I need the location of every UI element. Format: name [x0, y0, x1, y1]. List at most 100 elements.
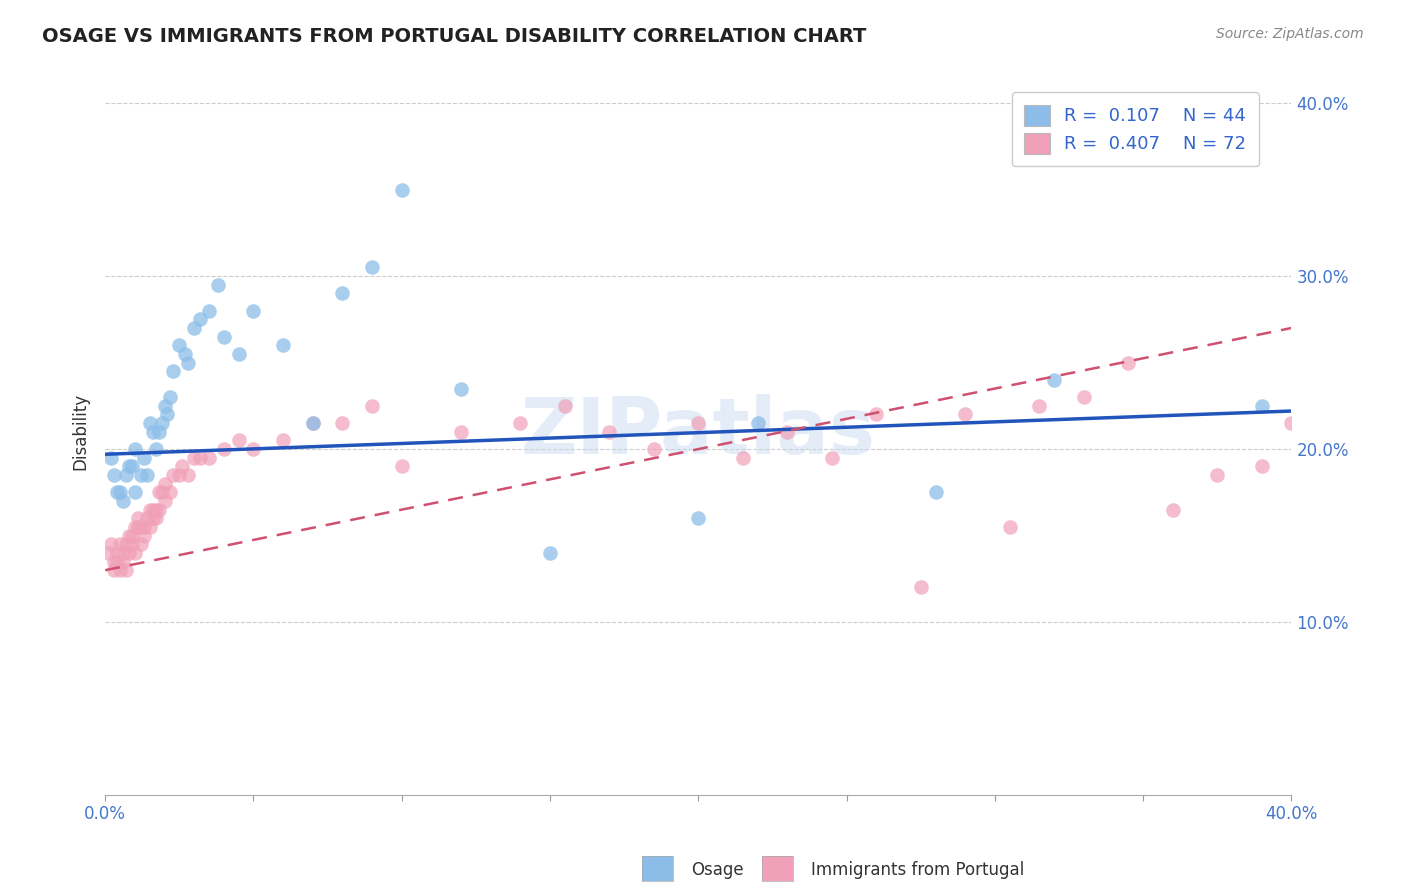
Point	[138, 520, 160, 534]
Point	[132, 528, 155, 542]
Point	[1043, 373, 1066, 387]
Point	[111, 555, 134, 569]
Point	[153, 399, 176, 413]
Point	[142, 502, 165, 516]
Point	[135, 511, 157, 525]
Point	[598, 425, 620, 439]
Point	[554, 399, 576, 413]
Point	[156, 408, 179, 422]
Point	[332, 416, 354, 430]
Point	[103, 555, 125, 569]
Point	[103, 563, 125, 577]
Point	[127, 511, 149, 525]
Point	[124, 520, 146, 534]
Point	[115, 563, 138, 577]
Point	[212, 442, 235, 456]
Point	[118, 528, 141, 542]
Point	[105, 546, 128, 560]
Point	[142, 425, 165, 439]
Point	[212, 329, 235, 343]
Point	[183, 450, 205, 465]
Point	[111, 494, 134, 508]
Point	[747, 416, 769, 430]
Point	[450, 382, 472, 396]
Point	[1206, 468, 1229, 483]
Point	[924, 485, 946, 500]
Point	[538, 546, 561, 560]
Legend: R =  0.107    N = 44, R =  0.407    N = 72: R = 0.107 N = 44, R = 0.407 N = 72	[1012, 92, 1258, 166]
Point	[1250, 399, 1272, 413]
Point	[169, 468, 191, 483]
Point	[177, 468, 200, 483]
Point	[145, 502, 167, 516]
Point	[174, 347, 197, 361]
Point	[115, 468, 138, 483]
Point	[127, 520, 149, 534]
Point	[159, 390, 181, 404]
Point	[121, 537, 143, 551]
Point	[135, 468, 157, 483]
Point	[145, 511, 167, 525]
Text: OSAGE VS IMMIGRANTS FROM PORTUGAL DISABILITY CORRELATION CHART: OSAGE VS IMMIGRANTS FROM PORTUGAL DISABI…	[42, 27, 866, 45]
Point	[124, 485, 146, 500]
Point	[148, 425, 170, 439]
Point	[821, 450, 844, 465]
Point	[100, 450, 122, 465]
Point	[105, 485, 128, 500]
Point	[111, 546, 134, 560]
Point	[301, 416, 323, 430]
Point	[169, 338, 191, 352]
Point	[108, 537, 131, 551]
Point	[198, 303, 221, 318]
Point	[138, 502, 160, 516]
Point	[145, 442, 167, 456]
Point	[1250, 459, 1272, 474]
Point	[207, 277, 229, 292]
Point	[124, 546, 146, 560]
Point	[129, 520, 152, 534]
Point	[1073, 390, 1095, 404]
Point	[391, 183, 413, 197]
Point	[129, 468, 152, 483]
Text: Source: ZipAtlas.com: Source: ZipAtlas.com	[1216, 27, 1364, 41]
Point	[153, 494, 176, 508]
Point	[998, 520, 1021, 534]
Point	[731, 450, 754, 465]
Point	[124, 442, 146, 456]
Point	[183, 321, 205, 335]
Point	[121, 528, 143, 542]
Point	[776, 425, 799, 439]
Point	[118, 546, 141, 560]
Point	[198, 450, 221, 465]
Point	[132, 450, 155, 465]
Point	[103, 468, 125, 483]
Text: ZIPatlas: ZIPatlas	[520, 393, 876, 470]
Point	[132, 520, 155, 534]
Y-axis label: Disability: Disability	[72, 393, 89, 470]
Point	[910, 581, 932, 595]
Point	[108, 485, 131, 500]
Point	[188, 450, 211, 465]
Point	[865, 408, 887, 422]
Point	[301, 416, 323, 430]
Text: Immigrants from Portugal: Immigrants from Portugal	[811, 861, 1024, 879]
Point	[148, 502, 170, 516]
Point	[391, 459, 413, 474]
Text: Osage: Osage	[692, 861, 744, 879]
Point	[150, 416, 173, 430]
Point	[688, 416, 710, 430]
Point	[242, 442, 264, 456]
Point	[138, 416, 160, 430]
Point	[1028, 399, 1050, 413]
Point	[150, 485, 173, 500]
Point	[129, 537, 152, 551]
Point	[271, 338, 294, 352]
Point	[242, 303, 264, 318]
Point	[361, 260, 384, 275]
Point	[162, 468, 184, 483]
Point	[643, 442, 665, 456]
Point	[100, 537, 122, 551]
Point	[450, 425, 472, 439]
Point	[162, 364, 184, 378]
Point	[188, 312, 211, 326]
